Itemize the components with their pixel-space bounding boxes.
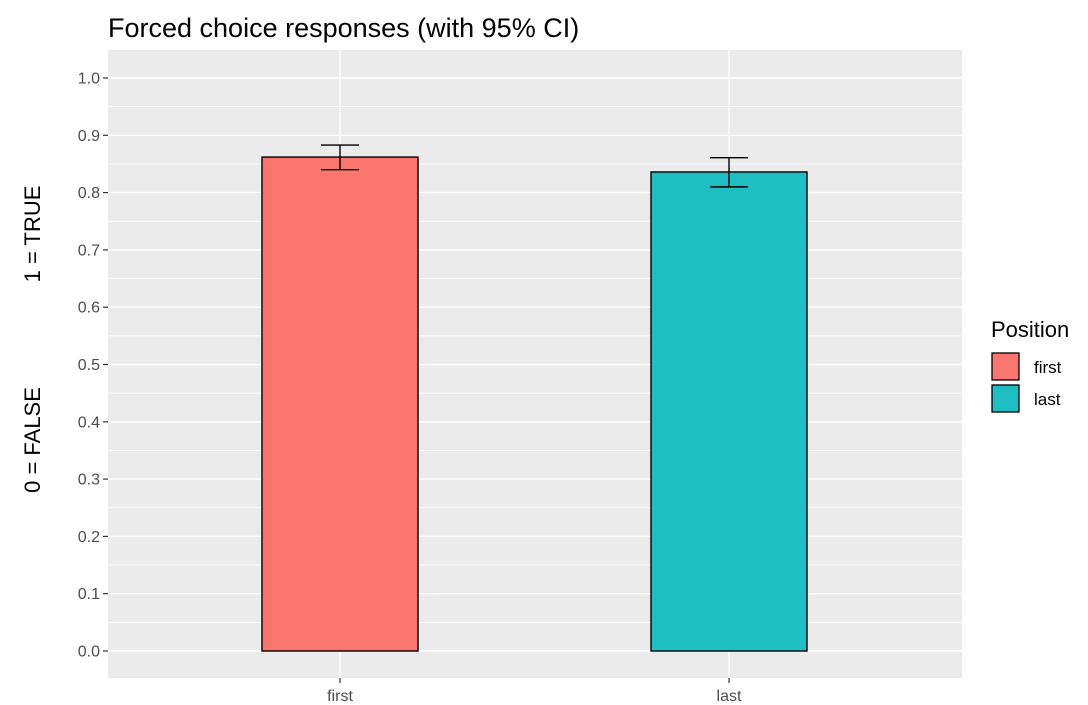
y-tick-label: 0.1 [78, 586, 100, 603]
bar-last [650, 171, 808, 652]
y-tick-label: 0.3 [78, 472, 100, 489]
y-tick-label: 0.6 [78, 300, 100, 317]
y-tick-label: 0.7 [78, 242, 100, 259]
y-tick-label: 0.4 [78, 414, 100, 431]
y-tick-label: 0.8 [78, 185, 100, 202]
x-tick-label-first: first [327, 688, 353, 705]
legend-key-last [991, 384, 1020, 413]
y-tick-label: 0.0 [78, 644, 100, 661]
error-bar-first [321, 144, 359, 171]
error-bar-last [710, 156, 748, 188]
chart-title: Forced choice responses (with 95% CI) [108, 13, 579, 43]
y-tick-label: 0.9 [78, 128, 100, 145]
y-axis-label-true: 1 = TRUE [20, 186, 45, 283]
bars [261, 156, 808, 652]
y-tick-label: 0.5 [78, 357, 100, 374]
x-tick-label-last: last [717, 688, 742, 705]
y-tick-label: 1.0 [78, 71, 100, 88]
legend-title: Position [991, 317, 1069, 342]
error-bars [321, 144, 748, 188]
y-axis-ticks: 0.0 0.1 0.2 0.3 0.4 0.5 0.6 0.7 0.8 0.9 1.0 [78, 71, 108, 661]
legend: Position first last [991, 317, 1069, 413]
y-axis-label-false: 0 = FALSE [20, 387, 45, 493]
legend-label-first: first [1034, 358, 1062, 377]
x-axis-ticks: first last [327, 678, 742, 705]
legend-label-last: last [1034, 390, 1061, 409]
legend-key-first [991, 352, 1020, 381]
bar-first [261, 156, 419, 652]
y-tick-label: 0.2 [78, 529, 100, 546]
